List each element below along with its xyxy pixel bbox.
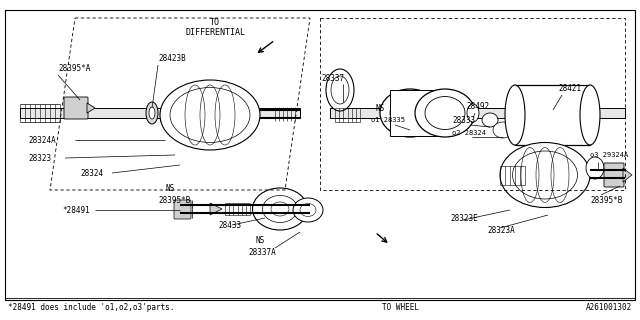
Text: 28323A: 28323A (487, 226, 515, 235)
Ellipse shape (149, 107, 155, 119)
Text: 28395*A: 28395*A (58, 63, 90, 73)
Ellipse shape (467, 104, 479, 122)
Ellipse shape (253, 188, 307, 230)
Text: 28421: 28421 (558, 84, 581, 92)
Polygon shape (210, 203, 222, 215)
Text: 28324A: 28324A (28, 135, 56, 145)
Text: 28323: 28323 (28, 154, 51, 163)
Ellipse shape (170, 87, 250, 142)
Ellipse shape (390, 97, 430, 130)
Ellipse shape (331, 76, 349, 104)
Ellipse shape (262, 196, 298, 222)
Bar (515, 85, 590, 145)
Ellipse shape (160, 80, 260, 150)
Text: TO WHEEL: TO WHEEL (381, 303, 419, 313)
Text: 28324: 28324 (80, 169, 103, 178)
Ellipse shape (513, 151, 577, 199)
Bar (390, 90, 445, 136)
Text: *28491: *28491 (62, 205, 90, 214)
Text: 28433: 28433 (218, 220, 241, 229)
Ellipse shape (500, 142, 590, 207)
Text: 28333: 28333 (452, 116, 475, 124)
Ellipse shape (482, 113, 498, 127)
Polygon shape (87, 103, 95, 113)
Ellipse shape (326, 69, 354, 111)
Ellipse shape (271, 202, 289, 216)
Text: 28323E: 28323E (450, 213, 477, 222)
Ellipse shape (586, 157, 604, 179)
Polygon shape (623, 168, 632, 182)
FancyBboxPatch shape (604, 163, 624, 187)
Text: 28492: 28492 (466, 101, 489, 110)
Text: 28395*B: 28395*B (590, 196, 622, 204)
Ellipse shape (293, 198, 323, 222)
Text: o3 29324A: o3 29324A (590, 152, 628, 158)
FancyBboxPatch shape (174, 200, 191, 219)
Ellipse shape (580, 85, 600, 145)
Text: DIFFERENTIAL: DIFFERENTIAL (185, 28, 245, 36)
Polygon shape (330, 108, 625, 118)
Text: o2 28324: o2 28324 (452, 130, 486, 136)
FancyBboxPatch shape (64, 97, 88, 119)
Text: 28423B: 28423B (158, 53, 186, 62)
Ellipse shape (505, 85, 525, 145)
Text: TO: TO (210, 18, 220, 27)
Text: NS: NS (375, 103, 384, 113)
Ellipse shape (415, 89, 475, 137)
Text: 28395*B: 28395*B (158, 196, 190, 204)
Text: NS: NS (165, 183, 174, 193)
Ellipse shape (425, 97, 465, 130)
Ellipse shape (300, 204, 316, 217)
Text: NS: NS (255, 236, 264, 244)
Text: 28337A: 28337A (248, 247, 276, 257)
Bar (160, 109, 168, 121)
Polygon shape (20, 108, 300, 118)
Text: o1 28335: o1 28335 (371, 117, 405, 123)
Text: A261001302: A261001302 (586, 303, 632, 313)
Ellipse shape (493, 122, 513, 138)
Ellipse shape (146, 102, 158, 124)
Ellipse shape (380, 89, 440, 137)
Text: *28491 does include 'o1,o2,o3'parts.: *28491 does include 'o1,o2,o3'parts. (8, 303, 175, 313)
Text: 28337: 28337 (321, 74, 344, 83)
